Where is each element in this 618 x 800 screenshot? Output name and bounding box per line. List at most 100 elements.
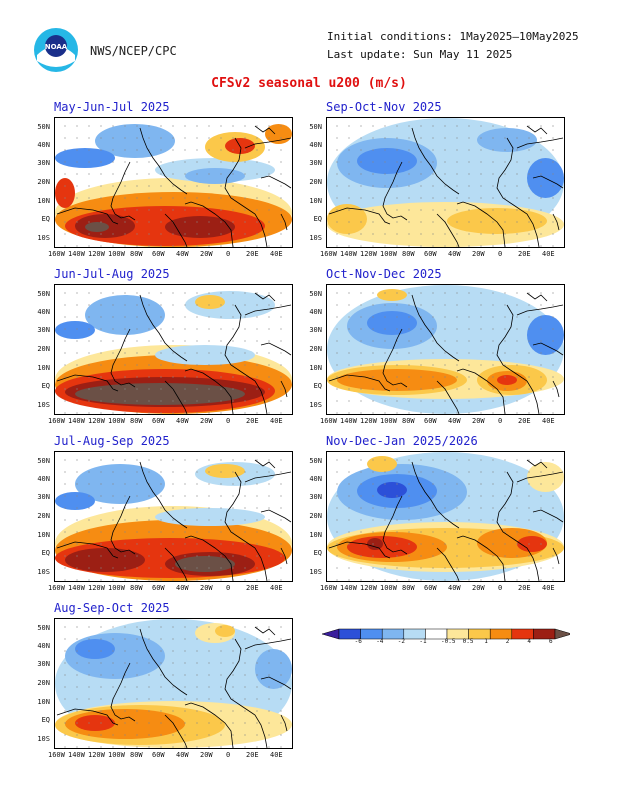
grid-dot <box>516 173 518 175</box>
grid-dot <box>268 495 270 497</box>
grid-dot <box>280 245 282 247</box>
grid-dot <box>372 340 374 342</box>
grid-dot <box>196 662 198 664</box>
coastline <box>56 207 119 225</box>
grid-dot <box>480 328 482 330</box>
grid-dot <box>220 316 222 318</box>
grid-dot <box>184 197 186 199</box>
grid-dot <box>112 746 114 748</box>
grid-dot <box>148 471 150 473</box>
y-tick-label: 10N <box>309 364 322 372</box>
grid-dot <box>172 340 174 342</box>
grid-dot <box>540 459 542 461</box>
grid-dot <box>432 567 434 569</box>
grid-dot <box>396 233 398 235</box>
grid-dot <box>540 352 542 354</box>
grid-dot <box>516 388 518 390</box>
grid-dot <box>112 674 114 676</box>
x-tick-label: 20W <box>200 250 213 258</box>
grid-dot <box>516 149 518 151</box>
grid-dot <box>420 233 422 235</box>
grid-dot <box>76 352 78 354</box>
grid-dot <box>396 316 398 318</box>
grid-dot <box>268 471 270 473</box>
grid-dot <box>444 197 446 199</box>
grid-dot <box>372 579 374 581</box>
grid-dot <box>196 316 198 318</box>
grid-dot <box>196 483 198 485</box>
grid-dot <box>100 471 102 473</box>
map-field <box>55 459 292 581</box>
grid-dot <box>124 662 126 664</box>
grid-dot <box>244 722 246 724</box>
grid-dot <box>528 209 530 211</box>
grid-dot <box>360 507 362 509</box>
grid-dot <box>244 292 246 294</box>
grid-dot <box>372 173 374 175</box>
grid-dot <box>196 304 198 306</box>
grid-dot <box>148 400 150 402</box>
grid-dot <box>112 245 114 247</box>
grid-dot <box>432 328 434 330</box>
grid-dot <box>256 125 258 127</box>
grid-dot <box>432 137 434 139</box>
grid-dot <box>456 221 458 223</box>
map-jja <box>54 284 293 415</box>
grid-dot <box>552 328 554 330</box>
grid-dot <box>468 292 470 294</box>
grid-dot <box>136 519 138 521</box>
grid-dot <box>208 674 210 676</box>
grid-dot <box>408 507 410 509</box>
grid-dot <box>552 245 554 247</box>
grid-dot <box>516 292 518 294</box>
grid-dot <box>76 650 78 652</box>
coastline <box>254 292 276 302</box>
grid-dot <box>552 304 554 306</box>
grid-dot <box>268 304 270 306</box>
grid-dot <box>136 388 138 390</box>
grid-dot <box>480 245 482 247</box>
grid-dot <box>136 495 138 497</box>
grid-dot <box>348 364 350 366</box>
grid-dot <box>540 221 542 223</box>
coastline <box>224 638 268 748</box>
grid-dot <box>268 209 270 211</box>
grid-dot <box>468 328 470 330</box>
grid-dot <box>76 376 78 378</box>
grid-dot <box>336 567 338 569</box>
grid-dot <box>432 579 434 581</box>
grid-dot <box>360 161 362 163</box>
grid-dot <box>196 137 198 139</box>
grid-dot <box>208 722 210 724</box>
grid-dot <box>64 185 66 187</box>
y-tick-label: 40N <box>309 308 322 316</box>
grid-dot <box>256 686 258 688</box>
grid-dot <box>384 483 386 485</box>
grid-dot <box>456 495 458 497</box>
grid-dot <box>268 567 270 569</box>
grid-dot <box>280 686 282 688</box>
grid-dot <box>88 173 90 175</box>
grid-dot <box>360 459 362 461</box>
grid-dot <box>64 674 66 676</box>
y-tick-label: 40N <box>37 308 50 316</box>
grid-dot <box>372 137 374 139</box>
grid-dot <box>360 471 362 473</box>
grid-dot <box>396 304 398 306</box>
grid-dot <box>360 233 362 235</box>
grid-dot <box>124 328 126 330</box>
grid-dot <box>420 531 422 533</box>
grid-dot <box>100 698 102 700</box>
grid-dot <box>444 507 446 509</box>
grid-dot <box>112 292 114 294</box>
grid-dot <box>420 471 422 473</box>
grid-dot <box>160 137 162 139</box>
grid-dot <box>456 400 458 402</box>
grid-dot <box>268 674 270 676</box>
grid-dot <box>232 292 234 294</box>
grid-dot <box>76 316 78 318</box>
grid-dot <box>540 495 542 497</box>
grid-dot <box>76 185 78 187</box>
grid-dot <box>552 471 554 473</box>
grid-dot <box>256 149 258 151</box>
